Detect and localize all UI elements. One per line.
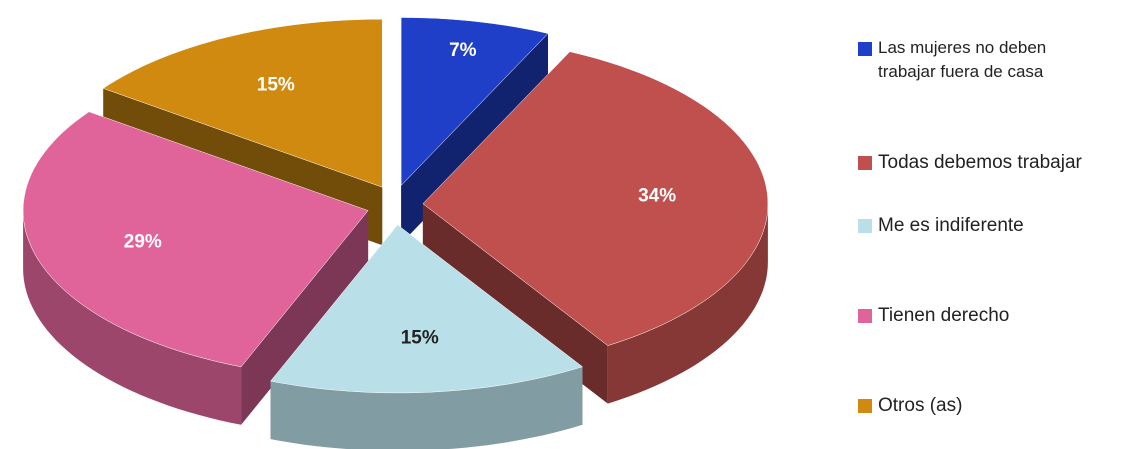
slice-side — [607, 203, 768, 404]
data-label: 7% — [449, 40, 477, 61]
legend-swatch — [858, 399, 872, 413]
slice — [422, 51, 769, 346]
legend-label: Me es indiferente — [878, 215, 1024, 236]
data-label: 15% — [401, 328, 439, 349]
slice — [102, 18, 383, 188]
legend-item: Me es indiferente — [858, 213, 1144, 239]
slice — [270, 224, 584, 394]
pie-chart: 7% 34% 15% 29% 15% — [22, 17, 769, 449]
legend-swatch — [858, 42, 872, 56]
legend-label: Las mujeres no deben trabajar fuera de c… — [878, 38, 1047, 81]
legend-item: Tienen derecho — [858, 303, 1144, 329]
data-label: 15% — [257, 74, 295, 95]
slice — [22, 111, 369, 368]
legend-swatch — [858, 219, 872, 233]
legend-label: Otros (as) — [878, 395, 963, 416]
legend-swatch — [858, 156, 872, 170]
legend-item: Todas debemos trabajar — [858, 150, 1144, 176]
data-label: 29% — [124, 231, 162, 252]
legend-label: Tienen derecho — [878, 305, 1010, 326]
slice-side — [270, 366, 583, 449]
legend-swatch — [858, 309, 872, 323]
legend-item: Las mujeres no deben trabajar fuera de c… — [858, 36, 1078, 84]
legend-item: Otros (as) — [858, 393, 1144, 419]
slice-side — [23, 210, 242, 425]
slice — [400, 17, 549, 187]
slice-side — [241, 210, 369, 425]
legend-label: Todas debemos trabajar — [878, 152, 1082, 173]
data-label: 34% — [638, 186, 676, 207]
